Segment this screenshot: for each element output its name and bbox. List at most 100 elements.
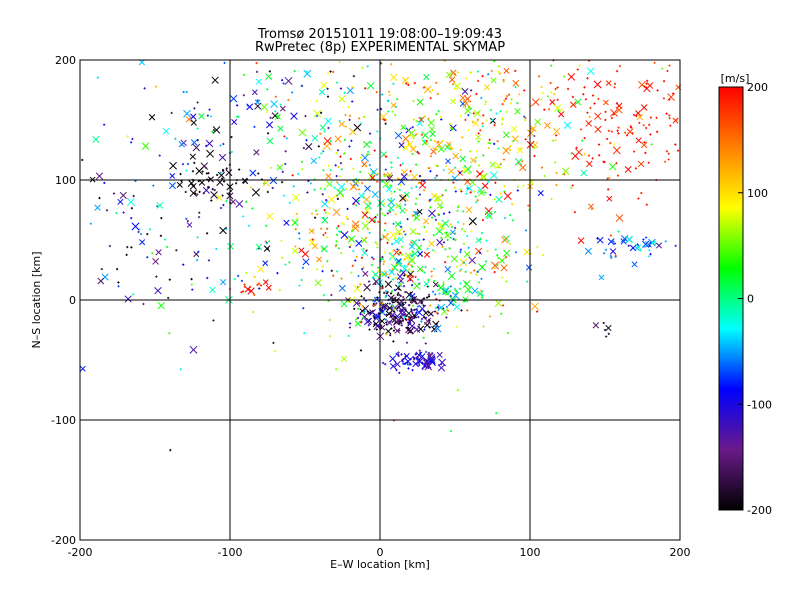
point-stroke bbox=[549, 99, 556, 106]
data-point bbox=[265, 73, 273, 80]
data-point bbox=[357, 199, 360, 203]
point-stroke bbox=[435, 140, 443, 149]
data-point bbox=[553, 104, 562, 112]
data-point bbox=[436, 351, 443, 358]
point-stroke bbox=[411, 239, 418, 246]
point-stroke bbox=[327, 195, 336, 204]
data-point bbox=[594, 125, 602, 133]
data-point bbox=[185, 90, 188, 94]
data-point bbox=[459, 251, 462, 254]
data-point bbox=[423, 358, 426, 362]
data-point bbox=[362, 297, 366, 300]
data-point bbox=[94, 204, 101, 211]
point-stroke bbox=[219, 278, 227, 286]
data-point bbox=[346, 300, 349, 304]
point-stroke bbox=[229, 94, 238, 103]
data-point bbox=[401, 265, 409, 273]
point-stroke bbox=[424, 362, 433, 371]
data-point bbox=[340, 277, 343, 280]
point-stroke bbox=[465, 206, 473, 214]
data-point bbox=[487, 146, 490, 150]
data-point bbox=[410, 187, 413, 190]
data-point bbox=[139, 232, 143, 236]
data-point bbox=[403, 258, 406, 261]
data-point bbox=[582, 93, 585, 96]
point-stroke bbox=[382, 233, 389, 240]
data-point bbox=[219, 144, 222, 147]
data-point bbox=[373, 316, 376, 319]
data-point bbox=[495, 112, 498, 115]
point-stroke bbox=[139, 239, 146, 246]
data-point bbox=[190, 119, 197, 126]
data-point bbox=[511, 219, 514, 222]
data-point bbox=[202, 186, 210, 194]
data-point bbox=[431, 290, 435, 293]
data-point bbox=[398, 329, 401, 332]
data-point bbox=[497, 65, 501, 68]
data-point bbox=[445, 316, 448, 319]
data-point bbox=[426, 353, 434, 360]
point-stroke bbox=[410, 173, 419, 181]
data-point bbox=[383, 229, 386, 232]
point-stroke bbox=[126, 197, 135, 206]
point-stroke bbox=[92, 135, 100, 143]
data-point bbox=[263, 245, 271, 252]
data-point bbox=[612, 240, 615, 243]
data-point bbox=[430, 275, 433, 278]
data-point bbox=[222, 142, 225, 146]
data-point bbox=[573, 211, 577, 214]
data-point bbox=[617, 126, 620, 129]
data-point bbox=[655, 242, 663, 249]
data-point bbox=[634, 167, 638, 170]
data-point bbox=[304, 115, 307, 118]
data-point bbox=[648, 244, 651, 248]
data-point bbox=[668, 98, 671, 101]
point-stroke bbox=[422, 310, 429, 316]
data-point bbox=[314, 279, 322, 287]
data-point bbox=[369, 141, 373, 144]
data-point bbox=[245, 200, 248, 203]
data-point bbox=[364, 202, 372, 210]
point-stroke bbox=[406, 327, 415, 335]
data-point bbox=[571, 184, 574, 187]
data-point bbox=[376, 108, 379, 111]
data-point bbox=[418, 323, 421, 326]
point-stroke bbox=[311, 134, 319, 142]
data-point bbox=[477, 79, 480, 83]
data-point bbox=[428, 209, 436, 218]
data-point bbox=[484, 103, 487, 106]
point-stroke bbox=[314, 279, 322, 287]
data-point bbox=[154, 287, 162, 295]
data-point bbox=[352, 75, 355, 78]
point-stroke bbox=[397, 177, 406, 186]
point-stroke bbox=[400, 173, 408, 181]
data-point bbox=[445, 231, 448, 234]
data-point bbox=[365, 249, 368, 252]
data-point bbox=[174, 137, 177, 140]
point-stroke bbox=[320, 81, 328, 90]
data-point bbox=[440, 307, 449, 316]
data-point bbox=[640, 191, 643, 195]
data-point bbox=[328, 318, 331, 322]
data-point bbox=[201, 170, 204, 173]
point-stroke bbox=[155, 249, 162, 256]
data-point bbox=[418, 363, 421, 367]
data-point bbox=[435, 227, 444, 235]
data-point bbox=[254, 99, 261, 106]
data-point bbox=[241, 177, 248, 184]
data-point bbox=[370, 263, 373, 267]
data-point bbox=[131, 137, 134, 141]
data-point bbox=[501, 304, 505, 307]
data-point bbox=[489, 193, 492, 196]
data-point bbox=[361, 268, 364, 271]
data-point bbox=[410, 300, 413, 303]
data-point bbox=[213, 188, 216, 192]
data-point bbox=[196, 101, 199, 104]
point-stroke bbox=[421, 131, 429, 139]
data-point bbox=[417, 278, 420, 281]
data-point bbox=[129, 141, 133, 144]
point-stroke bbox=[202, 186, 210, 194]
point-stroke bbox=[190, 182, 197, 190]
data-point bbox=[603, 99, 609, 106]
point-stroke bbox=[260, 103, 269, 111]
